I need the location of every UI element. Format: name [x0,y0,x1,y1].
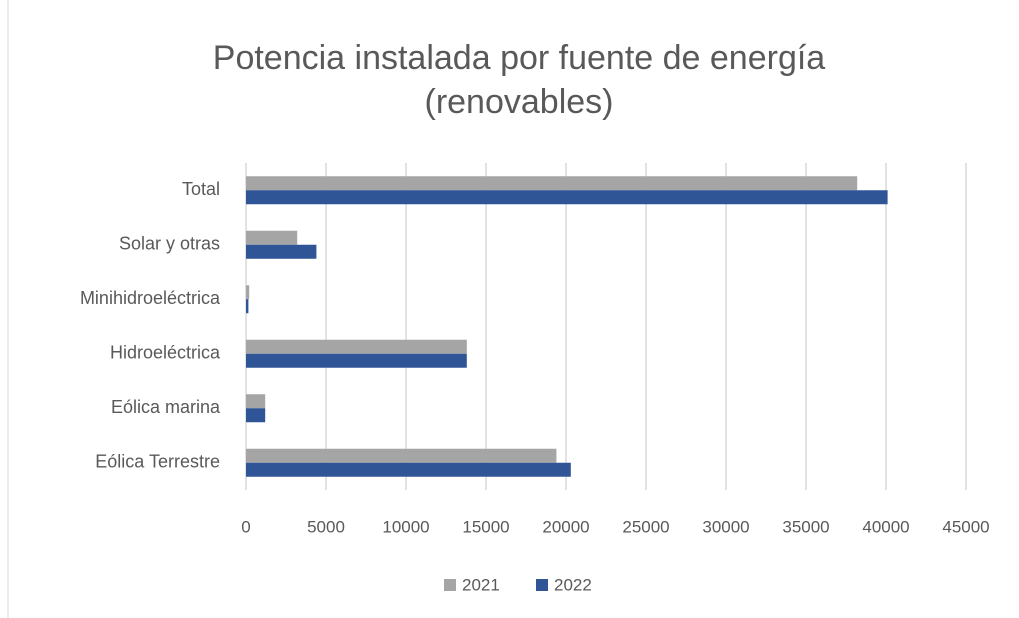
x-tick-label: 5000 [307,517,345,536]
bar [246,448,557,463]
y-tick-label: Minihidroeléctrica [80,288,221,308]
chart-title: (renovables) [425,83,614,121]
x-tick-label: 0 [241,517,250,536]
bar [246,462,571,477]
x-tick-label: 10000 [382,517,429,536]
y-tick-label: Hidroeléctrica [110,343,221,363]
legend-label: 2021 [462,575,500,594]
legend-label: 2022 [554,575,592,594]
bar [246,190,888,205]
x-tick-label: 25000 [622,517,669,536]
bar [246,299,249,314]
legend-swatch [536,579,548,591]
legend-swatch [444,579,456,591]
x-tick-label: 30000 [702,517,749,536]
y-tick-label: Eólica marina [111,397,221,417]
y-tick-label: Solar y otras [119,234,220,254]
bar [246,285,250,300]
bar [246,394,266,409]
x-tick-label: 35000 [782,517,829,536]
x-tick-label: 40000 [862,517,909,536]
bar [246,176,858,191]
x-tick-label: 15000 [462,517,509,536]
bar [246,244,317,259]
bar [246,353,467,368]
bar [246,339,467,354]
x-tick-label: 20000 [542,517,589,536]
chart-title: Potencia instalada por fuente de energía [213,39,826,77]
bar [246,408,266,423]
x-tick-label: 45000 [942,517,989,536]
bar [246,230,298,245]
y-tick-label: Eólica Terrestre [95,452,220,472]
y-tick-label: Total [182,179,220,199]
